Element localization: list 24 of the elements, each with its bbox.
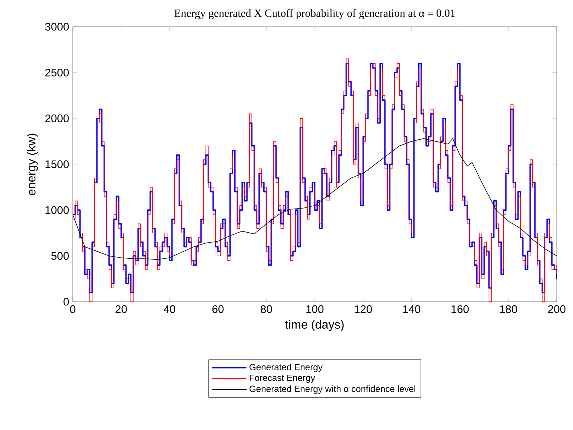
y-tick-label: 500 <box>52 252 70 260</box>
x-tick-label: 180 <box>500 306 518 314</box>
x-tick-label: 0 <box>70 306 76 314</box>
x-tick-label: 140 <box>403 306 421 314</box>
y-tick-label: 2000 <box>46 114 70 123</box>
x-tick-label: 100 <box>306 306 324 314</box>
x-tick-label: 200 <box>548 306 566 314</box>
legend-label: Generated Energy with α confidence level <box>250 386 416 394</box>
y-tick-label: 1500 <box>46 160 70 168</box>
x-tick-label: 60 <box>212 306 224 314</box>
x-tick-label: 120 <box>355 306 372 314</box>
x-axis-title: time (days) <box>286 320 344 332</box>
x-tick-label: 160 <box>452 306 469 314</box>
y-tick-label: 1000 <box>46 206 70 214</box>
chart-title: Energy generated X Cutoff probability of generation at α = 0.01 <box>174 9 455 20</box>
y-tick-label: 2500 <box>46 68 70 77</box>
legend-label: Forecast Energy <box>250 374 316 384</box>
y-tick-label: 3000 <box>45 23 70 31</box>
x-tick-label: 20 <box>116 306 128 314</box>
x-tick-label: 80 <box>260 306 272 314</box>
y-tick-label: 0 <box>64 298 70 306</box>
x-tick-label: 40 <box>164 306 176 314</box>
y-axis-title: energy (kw) <box>26 134 38 196</box>
legend-label: Generated Energy <box>250 364 323 372</box>
